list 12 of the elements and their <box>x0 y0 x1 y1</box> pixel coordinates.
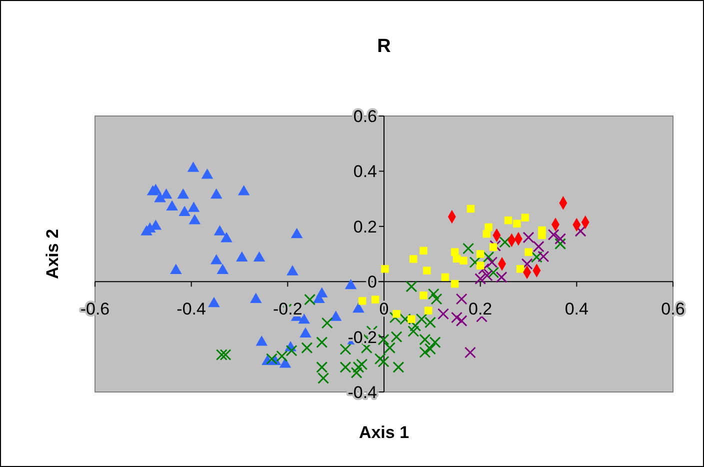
x-tick-label: -0.6 <box>80 300 110 319</box>
y-tick-label: -0.4 <box>348 383 377 402</box>
x-tick-label: -0.4 <box>176 300 206 319</box>
y-tick-label: 0.4 <box>353 162 377 182</box>
x-axis-title: Axis 1 <box>358 423 410 442</box>
y-axis-title: Axis 2 <box>43 228 62 280</box>
x-tick-label: 0.2 <box>468 300 492 319</box>
x-tick-label: 0.6 <box>661 300 685 319</box>
chart-title: R <box>377 36 392 57</box>
x-tick-label: 0.4 <box>564 300 588 319</box>
y-tick-label: 0.6 <box>353 107 377 126</box>
y-tick-label: 0.2 <box>353 217 377 236</box>
